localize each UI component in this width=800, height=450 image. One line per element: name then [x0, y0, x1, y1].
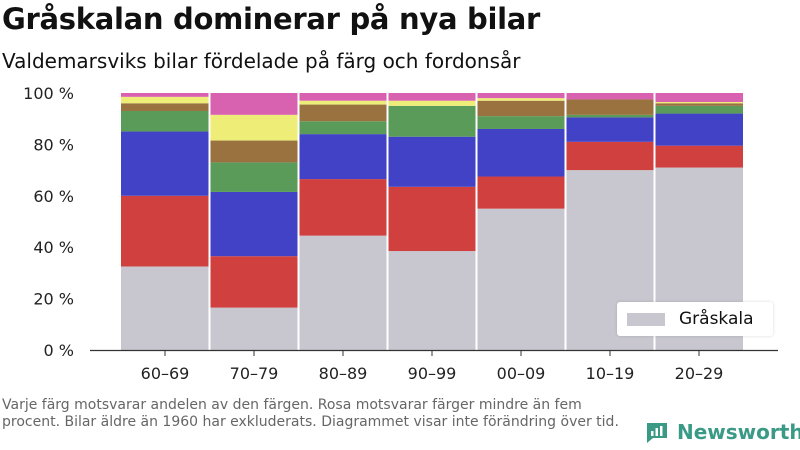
bar-segment [121, 93, 209, 97]
bar-segment [121, 110, 209, 132]
x-tick-label: 70–79 [230, 364, 279, 383]
bar-segment [388, 186, 476, 252]
bar-segment [121, 103, 209, 111]
bar-segment [299, 134, 387, 180]
bar-segment [655, 103, 743, 106]
bar-segment [121, 131, 209, 196]
bar-segment [655, 145, 743, 168]
footnote: Varje färg motsvarar andelen av den färg… [2, 397, 619, 430]
bar-segment [477, 98, 565, 101]
legend-label: Gråskala [679, 309, 754, 329]
bar-segment [210, 256, 298, 308]
chart-title: Gråskalan dominerar på nya bilar [2, 2, 541, 36]
bar-segment [299, 235, 387, 350]
bar-segment [566, 114, 654, 118]
brand-logo: Newsworthy [645, 420, 800, 444]
bar-segment [477, 208, 565, 350]
y-tick-label: 80 % [33, 135, 74, 154]
bar-segment [299, 93, 387, 101]
bar-segment [388, 105, 476, 137]
bar-segment [655, 93, 743, 102]
bar-segment [477, 116, 565, 129]
bar-segment [566, 141, 654, 171]
newsworthy-icon [647, 423, 667, 443]
x-tick-label: 80–89 [319, 364, 368, 383]
bar-segment [566, 99, 654, 115]
bar-segment [299, 121, 387, 135]
bar-segment [655, 101, 743, 104]
x-tick-label: 20–29 [675, 364, 724, 383]
bar-segment [299, 104, 387, 122]
bar-segment [477, 176, 565, 209]
bar-segment [210, 191, 298, 257]
bar-segment [121, 96, 209, 104]
bar-segment [477, 100, 565, 117]
bar-segment [566, 93, 654, 100]
bar-segment [210, 93, 298, 115]
y-tick-label: 40 % [33, 238, 74, 257]
bar-segment [477, 128, 565, 177]
brand-name: Newsworthy [677, 420, 800, 444]
bar-segment [655, 105, 743, 114]
y-tick-label: 20 % [33, 290, 74, 309]
y-tick-label: 100 % [23, 84, 74, 103]
bar-segment [210, 140, 298, 163]
bar-segment [121, 266, 209, 350]
bar-segment [210, 307, 298, 350]
bar-segment [388, 93, 476, 101]
bar-segment [210, 114, 298, 141]
bar-segment [388, 251, 476, 350]
x-tick-label: 10–19 [586, 364, 635, 383]
x-tick-label: 00–09 [497, 364, 546, 383]
bar-segment [388, 136, 476, 187]
bar-segment [210, 162, 298, 192]
y-tick-label: 60 % [33, 187, 74, 206]
chart-subtitle: Valdemarsviks bilar fördelade på färg oc… [2, 49, 521, 73]
y-tick-label: 0 % [44, 341, 74, 360]
legend: Gråskala [617, 302, 773, 336]
bar-segment [655, 113, 743, 146]
bar-segment [477, 93, 565, 99]
x-tick-label: 90–99 [408, 364, 457, 383]
bar-segment [299, 179, 387, 236]
bar-segment [566, 117, 654, 142]
legend-swatch [627, 312, 665, 326]
bar-segment [388, 100, 476, 106]
x-tick-label: 60–69 [141, 364, 190, 383]
bar-segment [121, 195, 209, 267]
bar-segment [299, 100, 387, 105]
